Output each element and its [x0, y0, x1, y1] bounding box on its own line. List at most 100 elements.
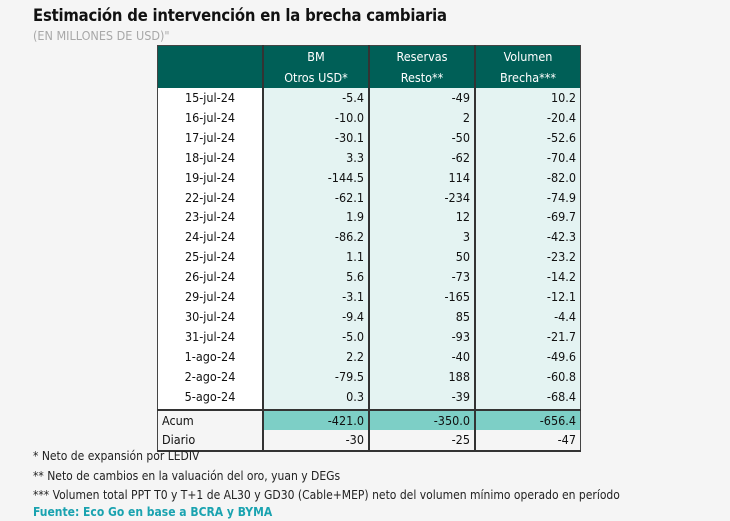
value-cell: 1.1: [262, 247, 369, 268]
table-row: 29-jul-24 -3.1 -165 -12.1: [157, 287, 581, 307]
value-cell: -73: [368, 267, 475, 288]
table-row: 18-jul-24 3.3 -62 -70.4: [157, 147, 581, 168]
value-cell: -52.6: [474, 127, 581, 148]
value-cell: -47: [474, 430, 581, 453]
row-label: 23-jul-24: [157, 207, 263, 228]
row-label: 29-jul-24: [157, 287, 263, 307]
header-cell: [157, 67, 263, 88]
value-cell: 0.3: [262, 386, 369, 410]
value-cell: -5.4: [262, 88, 369, 108]
row-label: 31-jul-24: [157, 326, 263, 347]
row-label: 1-ago-24: [157, 346, 263, 367]
header-cell: Resto**: [368, 67, 475, 88]
data-table: BM Reservas Volumen Otros USD* Resto** B…: [157, 45, 581, 453]
value-cell: 1.9: [262, 207, 369, 228]
value-cell: -42.3: [474, 227, 581, 248]
value-cell: 2.2: [262, 346, 369, 367]
value-cell: -40: [368, 346, 475, 367]
row-label: 2-ago-24: [157, 366, 263, 387]
table-row: 23-jul-24 1.9 12 -69.7: [157, 207, 581, 228]
header-cell: Otros USD*: [262, 67, 369, 88]
value-cell: 5.6: [262, 267, 369, 288]
value-cell: -68.4: [474, 386, 581, 410]
source-note: Fuente: Eco Go en base a BCRA y BYMA: [33, 505, 273, 519]
header-row-1: BM Reservas Volumen: [157, 45, 581, 67]
value-cell: -12.1: [474, 287, 581, 307]
table-row: 5-ago-24 0.3 -39 -68.4: [157, 386, 581, 410]
row-label: 30-jul-24: [157, 306, 263, 327]
value-cell: -69.7: [474, 207, 581, 228]
value-cell: 188: [368, 366, 475, 387]
value-cell: -5.0: [262, 326, 369, 347]
value-cell: -14.2: [474, 267, 581, 288]
row-label: 26-jul-24: [157, 267, 263, 288]
row-label: 16-jul-24: [157, 107, 263, 128]
table-row: 31-jul-24 -5.0 -93 -21.7: [157, 326, 581, 347]
value-cell: -70.4: [474, 147, 581, 168]
table-row: 30-jul-24 -9.4 85 -4.4: [157, 306, 581, 327]
header-cell: Volumen: [474, 45, 581, 67]
value-cell: -20.4: [474, 107, 581, 128]
value-cell: -21.7: [474, 326, 581, 347]
table-row: 1-ago-24 2.2 -40 -49.6: [157, 346, 581, 367]
value-cell: -234: [368, 187, 475, 208]
row-label: Diario: [157, 430, 263, 453]
value-cell: -82.0: [474, 167, 581, 188]
table-row: 26-jul-24 5.6 -73 -14.2: [157, 267, 581, 288]
value-cell: -86.2: [262, 227, 369, 248]
value-cell: -74.9: [474, 187, 581, 208]
table-row: 2-ago-24 -79.5 188 -60.8: [157, 366, 581, 387]
row-label: Acum: [157, 408, 263, 431]
header-cell: BM: [262, 45, 369, 67]
table-row: Acum -421.0 -350.0 -656.4: [157, 408, 581, 431]
value-cell: -656.4: [474, 408, 581, 431]
value-cell: 12: [368, 207, 475, 228]
value-cell: 10.2: [474, 88, 581, 108]
row-label: 15-jul-24: [157, 88, 263, 108]
value-cell: -30: [262, 430, 369, 453]
table-row: 19-jul-24 -144.5 114 -82.0: [157, 167, 581, 188]
value-cell: -165: [368, 287, 475, 307]
row-label: 5-ago-24: [157, 386, 263, 410]
row-label: 17-jul-24: [157, 127, 263, 148]
value-cell: -350.0: [368, 408, 475, 431]
table-row: 25-jul-24 1.1 50 -23.2: [157, 247, 581, 268]
value-cell: -25: [368, 430, 475, 453]
table-row: Diario -30 -25 -47: [157, 430, 581, 453]
value-cell: -60.8: [474, 366, 581, 387]
value-cell: -62: [368, 147, 475, 168]
value-cell: 85: [368, 306, 475, 327]
row-label: 25-jul-24: [157, 247, 263, 268]
table-row: 15-jul-24 -5.4 -49 10.2: [157, 88, 581, 108]
page-subtitle: (EN MILLONES DE USD)": [33, 28, 170, 43]
header-row-2: Otros USD* Resto** Brecha***: [157, 67, 581, 88]
value-cell: -79.5: [262, 366, 369, 387]
value-cell: -30.1: [262, 127, 369, 148]
value-cell: 114: [368, 167, 475, 188]
value-cell: 2: [368, 107, 475, 128]
value-cell: 3.3: [262, 147, 369, 168]
table-row: 16-jul-24 -10.0 2 -20.4: [157, 107, 581, 128]
value-cell: -10.0: [262, 107, 369, 128]
value-cell: -23.2: [474, 247, 581, 268]
table-row: 24-jul-24 -86.2 3 -42.3: [157, 227, 581, 248]
value-cell: -49.6: [474, 346, 581, 367]
value-cell: -144.5: [262, 167, 369, 188]
footnote-1: * Neto de expansión por LEDIV: [33, 449, 200, 463]
row-label: 22-jul-24: [157, 187, 263, 208]
footnote-3: *** Volumen total PPT T0 y T+1 de AL30 y…: [33, 488, 620, 502]
value-cell: 50: [368, 247, 475, 268]
value-cell: -4.4: [474, 306, 581, 327]
value-cell: -9.4: [262, 306, 369, 327]
value-cell: -50: [368, 127, 475, 148]
header-cell: Brecha***: [474, 67, 581, 88]
value-cell: -93: [368, 326, 475, 347]
footnote-2: ** Neto de cambios en la valuación del o…: [33, 469, 341, 483]
value-cell: -39: [368, 386, 475, 410]
row-label: 24-jul-24: [157, 227, 263, 248]
value-cell: -421.0: [262, 408, 369, 431]
value-cell: 3: [368, 227, 475, 248]
table-row: 17-jul-24 -30.1 -50 -52.6: [157, 127, 581, 148]
header-cell: [157, 45, 263, 67]
row-label: 19-jul-24: [157, 167, 263, 188]
